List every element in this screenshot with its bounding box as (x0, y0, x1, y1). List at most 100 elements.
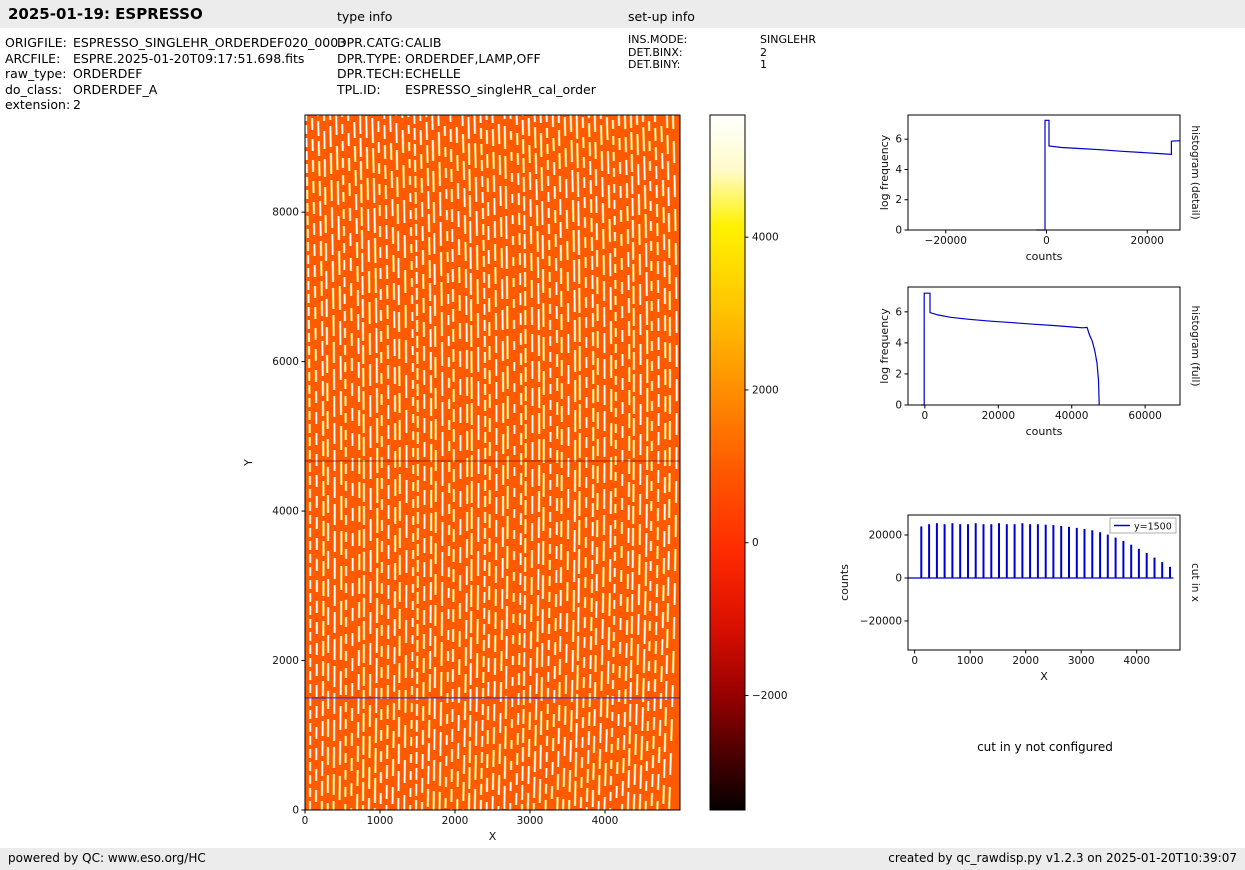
svg-text:4: 4 (895, 337, 902, 349)
meta-value: ORDERDEF_A (73, 81, 158, 97)
meta-label: TPL.ID: (337, 81, 381, 97)
meta-value: 2 (760, 45, 767, 59)
svg-text:0: 0 (911, 655, 918, 667)
cut-in-x-plot: y=1500 0 1000 2000 3000 4000 −20000 0 20000 Xcoun… (838, 514, 1201, 683)
setup-info-block: INS.MODE: SINGLEHR DET.BINX: 2 DET.BINY: 1 (628, 33, 816, 72)
svg-text:X: X (1040, 670, 1048, 683)
svg-text:histogram (detail): histogram (detail) (1189, 125, 1201, 219)
meta-row-arcfile: ARCFILE: ESPRE.2025-01-20T09:17:51.698.fi… (5, 51, 346, 67)
meta-row-det-binx: DET.BINX: 2 (628, 45, 816, 60)
footer-created-by: created by qc_rawdisp.py v1.2.3 on 2025-… (888, 851, 1237, 865)
meta-label: extension: (5, 97, 71, 112)
svg-text:6: 6 (895, 134, 902, 146)
file-info-block: ORIGFILE: ESPRESSO_SINGLEHR_ORDERDEF020_0… (5, 35, 346, 113)
svg-text:2000: 2000 (1012, 655, 1039, 667)
svg-text:1000: 1000 (957, 655, 984, 667)
meta-value: ORDERDEF (73, 66, 143, 81)
colorbar: 4000 2000 0 −2000 (709, 114, 788, 811)
meta-value: 2 (73, 97, 81, 112)
meta-label: ARCFILE: (5, 50, 61, 66)
meta-label: DET.BINX: (628, 45, 683, 59)
meta-value: CALIB (405, 35, 442, 50)
meta-value: ESPRESSO_SINGLEHR_ORDERDEF020_0003 (73, 35, 347, 50)
svg-text:0: 0 (752, 537, 759, 549)
meta-row-doclass: do_class: ORDERDEF_A (5, 82, 346, 98)
svg-text:4000: 4000 (272, 506, 299, 518)
svg-text:0: 0 (895, 400, 902, 412)
svg-text:4: 4 (895, 164, 902, 176)
svg-text:20000: 20000 (869, 529, 902, 541)
meta-value: ORDERDEF,LAMP,OFF (405, 50, 541, 66)
meta-row-ins-mode: INS.MODE: SINGLEHR (628, 33, 816, 47)
svg-text:2: 2 (895, 368, 902, 380)
svg-text:Y: Y (242, 459, 255, 467)
svg-text:0: 0 (1043, 235, 1050, 247)
meta-row-dpr-type: DPR.TYPE: ORDERDEF,LAMP,OFF (337, 51, 596, 67)
header-bar: 2025-01-19: ESPRESSO type info set-up in… (0, 0, 1245, 28)
meta-row-dpr-tech: DPR.TECH:ECHELLE (337, 66, 596, 82)
footer-powered-by: powered by QC: www.eso.org/HC (8, 851, 206, 865)
svg-text:counts: counts (1026, 250, 1063, 263)
meta-row-dpr-catg: DPR.CATG:CALIB (337, 35, 596, 51)
meta-value: ESPRE.2025-01-20T09:17:51.698.fits (73, 50, 305, 66)
svg-text:4000: 4000 (752, 232, 779, 244)
svg-text:2000: 2000 (272, 655, 299, 667)
type-info-heading: type info (337, 9, 393, 24)
setup-info-heading: set-up info (628, 9, 695, 24)
meta-row-extension: extension: 2 (5, 97, 346, 113)
type-info-block: DPR.CATG:CALIB DPR.TYPE: ORDERDEF,LAMP,OF… (337, 35, 596, 97)
svg-text:1000: 1000 (367, 815, 394, 827)
meta-row-origfile: ORIGFILE: ESPRESSO_SINGLEHR_ORDERDEF020_0… (5, 35, 346, 51)
svg-text:6: 6 (895, 306, 902, 318)
svg-text:y=1500: y=1500 (1134, 522, 1172, 533)
svg-text:log frequency: log frequency (878, 308, 891, 384)
meta-label: ORIGFILE: (5, 35, 67, 50)
svg-text:4000: 4000 (592, 815, 619, 827)
svg-text:40000: 40000 (1055, 410, 1088, 422)
histogram-full-plot: 0 20000 40000 60000 0 2 4 6 counts log frequency h… (878, 286, 1201, 438)
svg-text:0: 0 (292, 805, 299, 817)
meta-label: raw_type: (5, 66, 67, 81)
meta-value: SINGLEHR (760, 33, 816, 46)
footer-bar (0, 848, 1245, 870)
cut-y-note: cut in y not configured (977, 740, 1113, 754)
svg-text:histogram (full): histogram (full) (1189, 306, 1201, 387)
meta-label: INS.MODE: (628, 33, 688, 46)
meta-row-tpl-id: TPL.ID: ESPRESSO_singleHR_cal_order (337, 82, 596, 98)
svg-text:−20000: −20000 (860, 615, 902, 627)
svg-text:2: 2 (895, 194, 902, 206)
svg-text:4000: 4000 (1123, 655, 1150, 667)
meta-label: DET.BINY: (628, 58, 681, 71)
svg-text:X: X (489, 830, 497, 843)
svg-text:2000: 2000 (442, 815, 469, 827)
svg-text:0: 0 (302, 815, 309, 827)
svg-text:0: 0 (895, 225, 902, 237)
svg-text:−2000: −2000 (752, 690, 788, 702)
meta-value: 1 (760, 58, 767, 71)
meta-row-det-biny: DET.BINY: 1 (628, 58, 816, 72)
svg-text:6000: 6000 (272, 356, 299, 368)
page-title: 2025-01-19: ESPRESSO (8, 5, 203, 23)
svg-text:20000: 20000 (982, 410, 1015, 422)
meta-label: DPR.TECH: (337, 66, 405, 81)
svg-text:counts: counts (1026, 425, 1063, 438)
meta-label: do_class: (5, 81, 63, 97)
svg-text:0: 0 (895, 572, 902, 584)
svg-text:60000: 60000 (1128, 410, 1161, 422)
main-image-plot: 0 1000 2000 3000 4000 0 2000 4000 6000 8000 X Y (242, 114, 681, 843)
svg-text:3000: 3000 (1068, 655, 1095, 667)
meta-label: DPR.TYPE: (337, 50, 402, 66)
svg-text:3000: 3000 (517, 815, 544, 827)
meta-value: ECHELLE (405, 66, 461, 81)
meta-row-rawtype: raw_type: ORDERDEF (5, 66, 346, 82)
svg-text:log frequency: log frequency (878, 134, 891, 210)
svg-text:20000: 20000 (1131, 235, 1164, 247)
svg-text:0: 0 (922, 410, 929, 422)
svg-text:8000: 8000 (272, 207, 299, 219)
svg-text:−20000: −20000 (925, 235, 967, 247)
meta-value: ESPRESSO_singleHR_cal_order (405, 81, 596, 97)
svg-text:cut in x: cut in x (1189, 563, 1201, 602)
svg-text:2000: 2000 (752, 384, 779, 396)
histogram-detail-plot: −20000 0 20000 0 2 4 6 counts log frequency histo… (878, 114, 1201, 263)
meta-label: DPR.CATG: (337, 35, 405, 50)
